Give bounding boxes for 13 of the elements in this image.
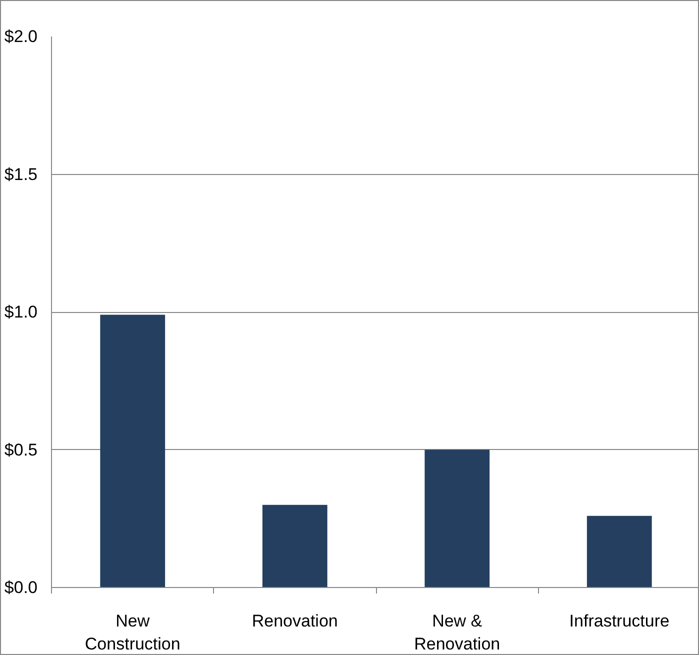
y-tick-label: $1.0: [4, 302, 38, 322]
y-tick-label: $2.0: [4, 27, 38, 46]
y-tick-label: $0.5: [4, 440, 38, 460]
y-tick-label: $0.0: [4, 578, 38, 597]
bar: [586, 516, 652, 588]
bar: [424, 450, 490, 588]
bar: [100, 314, 166, 588]
bar: [262, 504, 328, 588]
x-tick-label: Renovation: [252, 612, 338, 630]
x-tick-label: New & Renovation: [414, 612, 500, 654]
x-tick-label: New Construction: [84, 612, 180, 654]
y-tick-label: $1.5: [4, 164, 38, 184]
x-tick-label: Infrastructure: [569, 612, 670, 630]
